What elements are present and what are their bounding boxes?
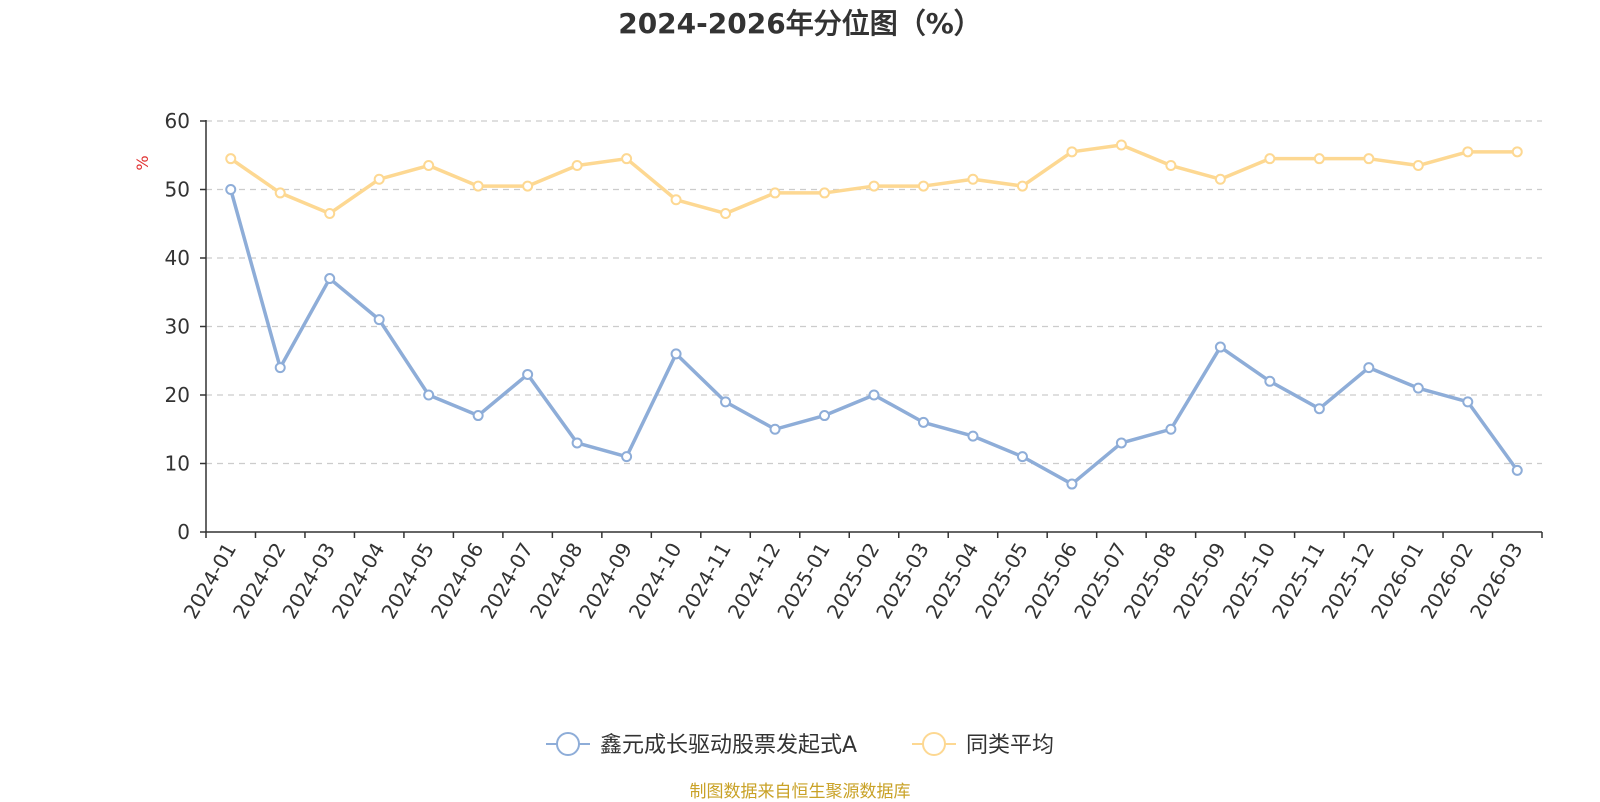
data-point xyxy=(1165,160,1177,172)
data-point xyxy=(868,180,880,192)
data-point xyxy=(324,207,336,219)
data-point xyxy=(670,194,682,206)
data-point xyxy=(1066,478,1078,490)
data-point xyxy=(720,207,732,219)
data-point xyxy=(522,180,534,192)
data-point xyxy=(1264,153,1276,165)
data-point xyxy=(621,451,633,463)
data-point xyxy=(1462,146,1474,158)
data-point xyxy=(819,410,831,422)
data-point xyxy=(1016,180,1028,192)
data-point xyxy=(720,396,732,408)
data-point xyxy=(324,273,336,285)
y-tick-label: 20 xyxy=(165,383,190,407)
data-point xyxy=(967,173,979,185)
legend-label: 同类平均 xyxy=(966,733,1054,758)
data-point xyxy=(274,187,286,199)
data-point xyxy=(1115,437,1127,449)
data-point xyxy=(423,389,435,401)
data-point xyxy=(1016,451,1028,463)
data-point xyxy=(769,423,781,435)
y-tick-label: 10 xyxy=(165,452,190,476)
data-point xyxy=(373,314,385,326)
legend-marker xyxy=(922,732,946,756)
data-point xyxy=(1214,341,1226,353)
series-line xyxy=(229,189,1519,486)
data-point xyxy=(1115,139,1127,151)
y-tick-label: 30 xyxy=(165,315,190,339)
data-point xyxy=(1363,362,1375,374)
data-point xyxy=(819,187,831,199)
data-point xyxy=(423,160,435,172)
data-point xyxy=(1462,396,1474,408)
data-point xyxy=(1066,146,1078,158)
data-point xyxy=(522,368,534,380)
data-point xyxy=(225,153,237,165)
data-point xyxy=(472,410,484,422)
data-point xyxy=(769,187,781,199)
data-point xyxy=(621,153,633,165)
data-point xyxy=(967,430,979,442)
data-point xyxy=(1511,146,1523,158)
data-point xyxy=(1313,403,1325,415)
series-1 xyxy=(225,184,1523,490)
data-point xyxy=(571,437,583,449)
data-point xyxy=(1412,382,1424,394)
legend: 鑫元成长驱动股票发起式A 同类平均 xyxy=(546,732,1054,758)
y-tick-label: 0 xyxy=(177,520,190,544)
data-point xyxy=(1214,173,1226,185)
data-point xyxy=(868,389,880,401)
legend-marker xyxy=(556,732,580,756)
data-point xyxy=(472,180,484,192)
data-point xyxy=(670,348,682,360)
y-axis-label: % xyxy=(133,155,152,170)
data-point xyxy=(917,416,929,428)
data-point xyxy=(1511,464,1523,476)
series-2 xyxy=(225,139,1523,219)
legend-label: 鑫元成长驱动股票发起式A xyxy=(600,733,857,758)
data-point xyxy=(373,173,385,185)
data-point xyxy=(225,184,237,195)
source-note: 制图数据来自恒生聚源数据库 xyxy=(689,782,911,802)
y-tick-label: 50 xyxy=(165,178,190,202)
data-point xyxy=(1363,153,1375,165)
data-point xyxy=(1165,423,1177,435)
y-tick-label: 40 xyxy=(165,246,190,270)
data-point xyxy=(1313,153,1325,165)
chart-title: 2024-2026年分位图（%） xyxy=(618,7,982,40)
data-point xyxy=(274,362,286,374)
data-point xyxy=(917,180,929,192)
data-point xyxy=(1412,160,1424,172)
y-tick-label: 60 xyxy=(165,109,190,133)
series-line xyxy=(229,143,1518,216)
data-point xyxy=(1264,375,1276,387)
data-point xyxy=(571,160,583,172)
